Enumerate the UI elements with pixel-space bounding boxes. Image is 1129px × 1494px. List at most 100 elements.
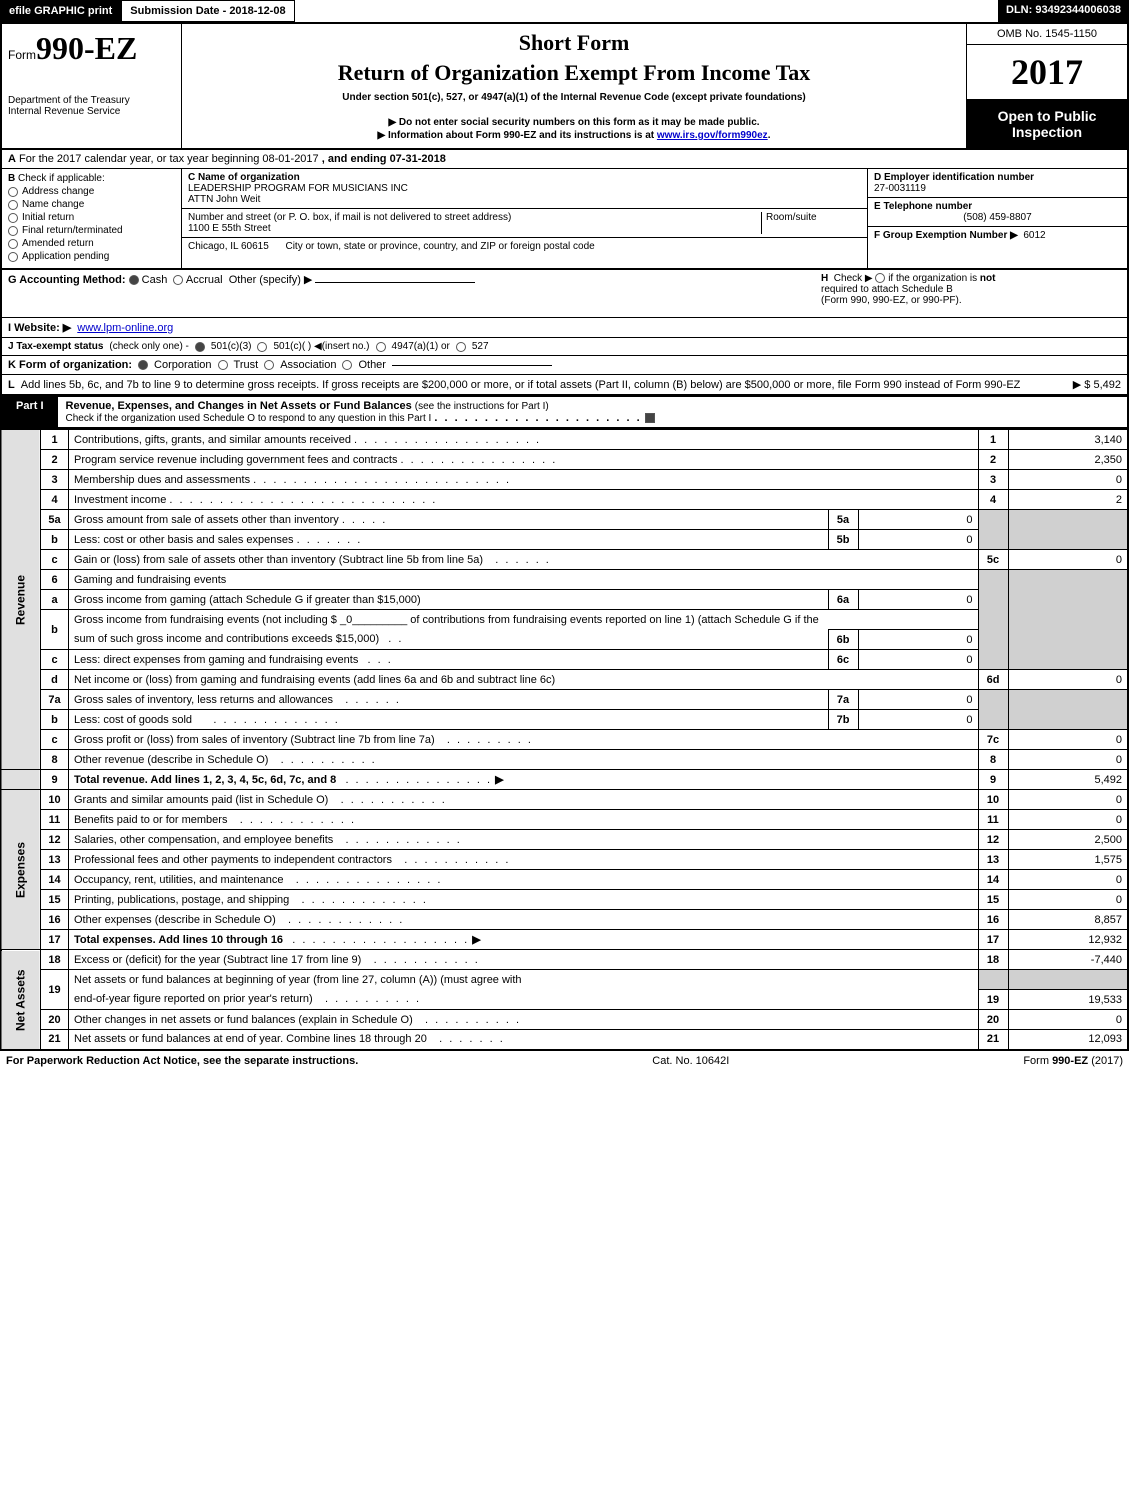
line-17-rv: 12,932 — [1008, 930, 1128, 950]
top-bar: efile GRAPHIC print Submission Date - 20… — [0, 0, 1129, 22]
label-l: L — [8, 379, 15, 391]
radio-cash[interactable] — [129, 275, 139, 285]
instructions-link[interactable]: www.irs.gov/form990ez — [657, 130, 768, 141]
line-5c-num: c — [41, 550, 69, 570]
line-15-desc: Printing, publications, postage, and shi… — [74, 894, 289, 906]
h-text-if: if the organization is — [888, 273, 980, 284]
radio-association[interactable] — [264, 360, 274, 370]
dept-irs: Internal Revenue Service — [8, 106, 175, 117]
line-6d-rv: 0 — [1008, 670, 1128, 690]
short-form-label: Short Form — [192, 30, 956, 56]
line-10-desc: Grants and similar amounts paid (list in… — [74, 794, 328, 806]
line-7c-num: c — [41, 730, 69, 750]
line-10-rv: 0 — [1008, 790, 1128, 810]
label-k: K Form of organization: — [8, 359, 132, 371]
row-j: J Tax-exempt status(check only one) - 50… — [0, 338, 1129, 356]
other-org-input[interactable] — [392, 365, 552, 366]
line-11-rn: 11 — [978, 810, 1008, 830]
website-link[interactable]: www.lpm-online.org — [77, 322, 173, 334]
row-l-text: Add lines 5b, 6c, and 7b to line 9 to de… — [21, 379, 1067, 391]
line-5a-mv: 0 — [858, 510, 978, 530]
checkbox-schedule-o[interactable] — [645, 413, 655, 423]
opt-name-change: Name change — [22, 199, 84, 210]
line-5c-rn: 5c — [978, 550, 1008, 570]
checkbox-h[interactable] — [875, 273, 885, 283]
tax-year: 2017 — [967, 45, 1127, 100]
line-18-desc: Excess or (deficit) for the year (Subtra… — [74, 954, 361, 966]
line-4-rn: 4 — [978, 490, 1008, 510]
line-11-num: 11 — [41, 810, 69, 830]
side-expenses: Expenses — [1, 790, 41, 950]
org-city: Chicago, IL 60615 — [188, 241, 269, 252]
efile-print-button[interactable]: efile GRAPHIC print — [0, 0, 121, 22]
radio-4947[interactable] — [376, 342, 386, 352]
line-3-desc: Membership dues and assessments — [74, 474, 250, 486]
checkbox-amended-return[interactable] — [8, 239, 18, 249]
line-19-rn: 19 — [978, 990, 1008, 1010]
line-2-rn: 2 — [978, 450, 1008, 470]
omb-number: OMB No. 1545-1150 — [967, 24, 1127, 45]
group-exemption-value: 6012 — [1023, 230, 1045, 241]
line-20-rn: 20 — [978, 1010, 1008, 1030]
line-21-desc: Net assets or fund balances at end of ye… — [74, 1033, 427, 1045]
info-grid: B Check if applicable: Address change Na… — [0, 168, 1129, 270]
opt-trust: Trust — [234, 359, 259, 371]
checkbox-final-return[interactable] — [8, 226, 18, 236]
line-5c-desc: Gain or (loss) from sale of assets other… — [74, 554, 483, 566]
checkbox-initial-return[interactable] — [8, 213, 18, 223]
opt-accrual: Accrual — [186, 274, 223, 286]
label-city: City or town, state or province, country… — [285, 241, 594, 252]
line-6d-rn: 6d — [978, 670, 1008, 690]
radio-527[interactable] — [456, 342, 466, 352]
line-20-desc: Other changes in net assets or fund bala… — [74, 1014, 413, 1026]
line-21-rn: 21 — [978, 1030, 1008, 1050]
opt-initial-return: Initial return — [22, 212, 74, 223]
radio-accrual[interactable] — [173, 275, 183, 285]
radio-other-org[interactable] — [342, 360, 352, 370]
instructions-pre: ▶ Information about Form 990-EZ and its … — [378, 130, 657, 141]
form-header: Form990-EZ Department of the Treasury In… — [0, 22, 1129, 150]
line-3-rn: 3 — [978, 470, 1008, 490]
checkbox-application-pending[interactable] — [8, 252, 18, 262]
radio-501c3[interactable] — [195, 342, 205, 352]
opt-501c: 501(c)( ) ◀(insert no.) — [273, 341, 369, 352]
line-6b-mn: 6b — [828, 630, 858, 650]
line-1-num: 1 — [41, 430, 69, 450]
line-16-num: 16 — [41, 910, 69, 930]
opt-other: Other (specify) ▶ — [229, 274, 313, 286]
side-net-assets: Net Assets — [1, 950, 41, 1050]
opt-amended-return: Amended return — [22, 238, 94, 249]
part-1-title-note: (see the instructions for Part I) — [415, 401, 549, 412]
footer-form-ref: Form 990-EZ (2017) — [1023, 1055, 1123, 1067]
row-l: L Add lines 5b, 6c, and 7b to line 9 to … — [0, 375, 1129, 396]
line-2-num: 2 — [41, 450, 69, 470]
radio-corporation[interactable] — [138, 360, 148, 370]
radio-501c[interactable] — [257, 342, 267, 352]
j-paren: (check only one) - — [109, 341, 188, 352]
line-14-desc: Occupancy, rent, utilities, and maintena… — [74, 874, 284, 886]
line-12-rv: 2,500 — [1008, 830, 1128, 850]
line-11-desc: Benefits paid to or for members — [74, 814, 227, 826]
line-12-rn: 12 — [978, 830, 1008, 850]
radio-trust[interactable] — [218, 360, 228, 370]
ein-value: 27-0031119 — [874, 183, 926, 194]
label-b: B — [8, 173, 15, 184]
opt-4947: 4947(a)(1) or — [392, 341, 450, 352]
part-1-sub: Check if the organization used Schedule … — [66, 413, 432, 424]
opt-501c3: 501(c)(3) — [211, 341, 252, 352]
line-5a-mn: 5a — [828, 510, 858, 530]
other-specify-input[interactable] — [315, 282, 475, 283]
checkbox-address-change[interactable] — [8, 187, 18, 197]
line-6c-mn: 6c — [828, 650, 858, 670]
opt-association: Association — [280, 359, 336, 371]
label-room: Room/suite — [766, 212, 817, 223]
checkbox-name-change[interactable] — [8, 200, 18, 210]
form-subtitle: Under section 501(c), 527, or 4947(a)(1)… — [192, 92, 956, 103]
org-street: 1100 E 55th Street — [188, 223, 271, 234]
line-6a-mv: 0 — [858, 590, 978, 610]
line-16-desc: Other expenses (describe in Schedule O) — [74, 914, 276, 926]
line-18-num: 18 — [41, 950, 69, 970]
line-7c-rv: 0 — [1008, 730, 1128, 750]
label-g: G Accounting Method: — [8, 274, 126, 286]
label-street: Number and street (or P. O. box, if mail… — [188, 212, 511, 223]
